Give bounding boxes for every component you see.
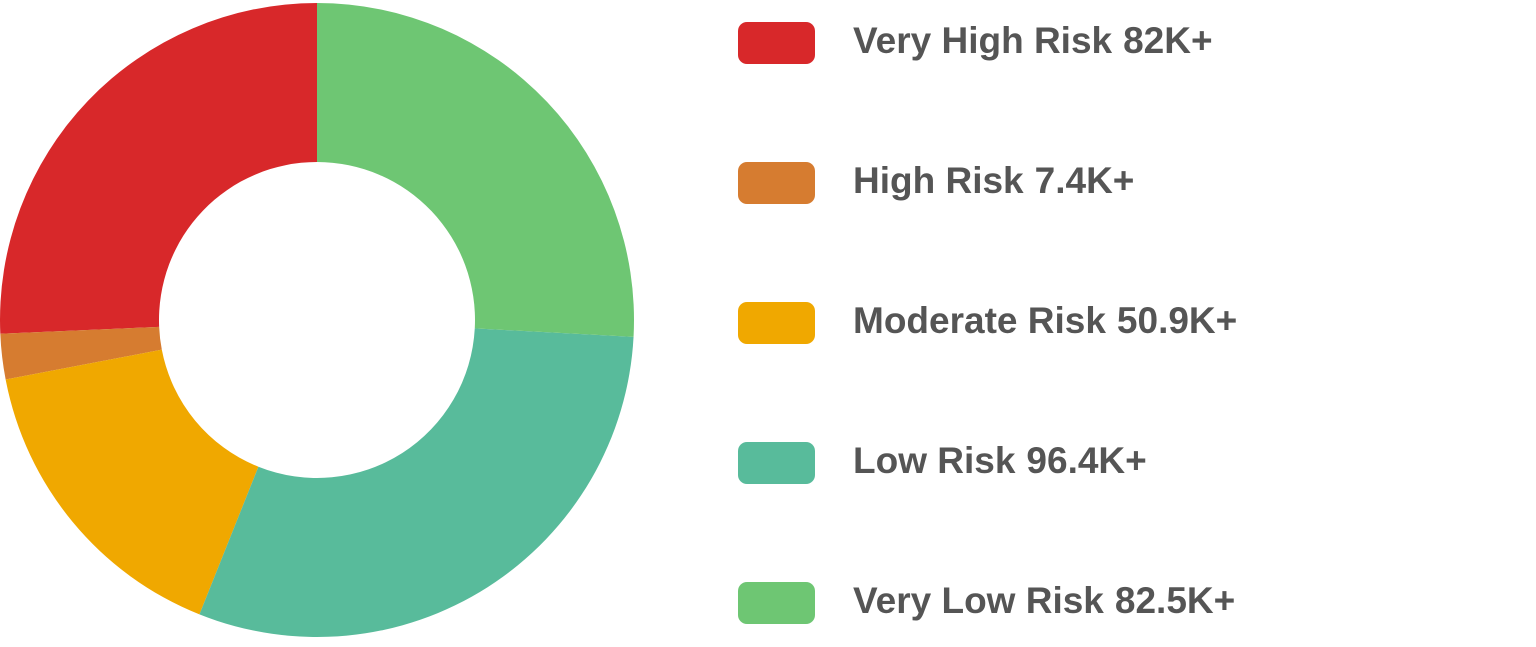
legend-swatch (738, 302, 815, 344)
donut-slice (199, 328, 634, 637)
legend-category: Very High Risk (853, 20, 1113, 61)
donut-slice (0, 326, 162, 380)
legend-swatch (738, 582, 815, 624)
donut-slice (317, 3, 635, 337)
legend-label: Very High Risk 82K+ (853, 20, 1213, 61)
legend-category: Low Risk (853, 440, 1016, 481)
legend-swatch (738, 162, 815, 204)
donut-slice (5, 349, 259, 615)
legend-category: High Risk (853, 160, 1024, 201)
legend-label: High Risk 7.4K+ (853, 160, 1134, 201)
legend-value: 82.5K+ (1115, 580, 1235, 621)
legend-value: 7.4K+ (1035, 160, 1135, 201)
legend-value: 82K+ (1123, 20, 1212, 61)
legend-swatch (738, 22, 815, 64)
legend-label: Moderate Risk 50.9K+ (853, 300, 1237, 341)
legend-label: Very Low Risk 82.5K+ (853, 580, 1235, 621)
legend-value: 96.4K+ (1026, 440, 1146, 481)
legend-value: 50.9K+ (1117, 300, 1237, 341)
donut-slice (0, 3, 317, 334)
legend-swatch (738, 442, 815, 484)
legend-category: Moderate Risk (853, 300, 1106, 341)
legend-category: Very Low Risk (853, 580, 1104, 621)
legend-label: Low Risk 96.4K+ (853, 440, 1147, 481)
